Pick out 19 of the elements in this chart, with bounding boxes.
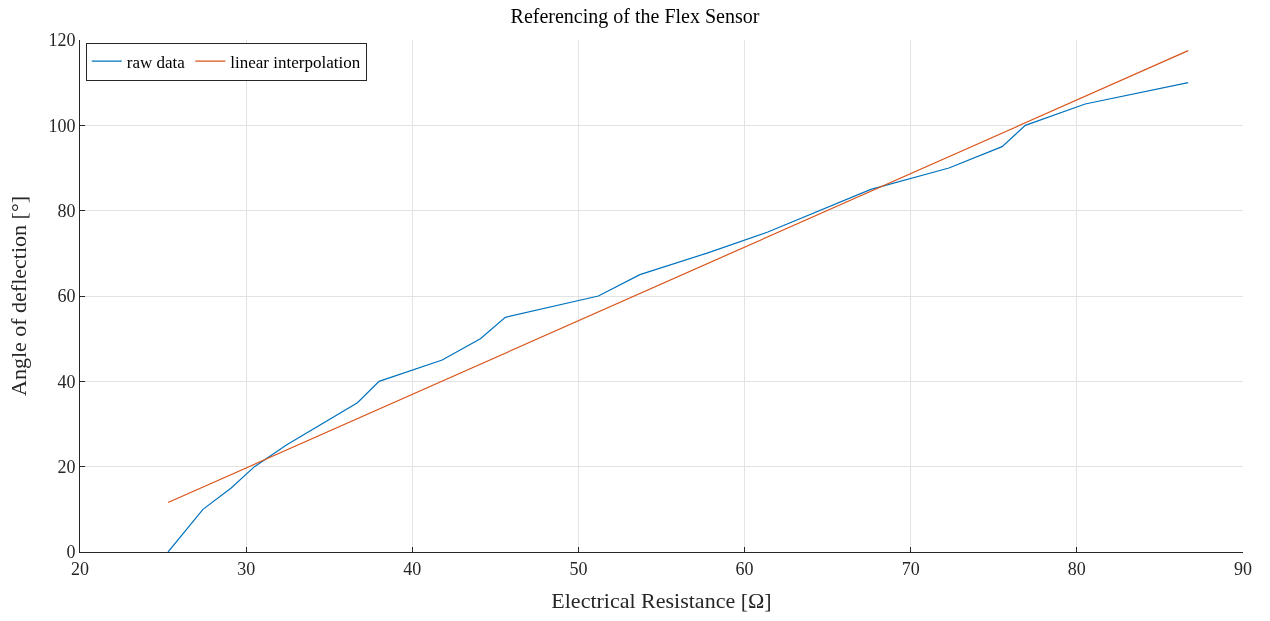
x-tick-label: 70	[901, 558, 920, 579]
y-tick-label: 40	[57, 371, 76, 392]
chart-title: Referencing of the Flex Sensor	[510, 5, 760, 29]
x-axis-title: Electrical Resistance [Ω]	[551, 588, 772, 614]
x-tick-label: 50	[569, 558, 588, 579]
y-axis-title: Angle of deflection [°]	[6, 196, 32, 396]
legend-label: linear interpolation	[230, 52, 361, 72]
x-tick-label: 80	[1067, 558, 1086, 579]
y-tick-label: 80	[57, 200, 76, 221]
line-series	[167, 82, 1189, 552]
x-tick-label: 40	[403, 558, 422, 579]
y-tick-label: 20	[57, 456, 76, 477]
y-tick-label: 120	[48, 30, 76, 51]
x-tick-label: 30	[237, 558, 256, 579]
y-tick-label: 100	[48, 115, 76, 136]
y-tick-label: 60	[57, 286, 76, 307]
x-tick-label: 60	[735, 558, 754, 579]
legend-label: raw data	[126, 52, 186, 72]
x-tick-label: 90	[1234, 558, 1252, 579]
